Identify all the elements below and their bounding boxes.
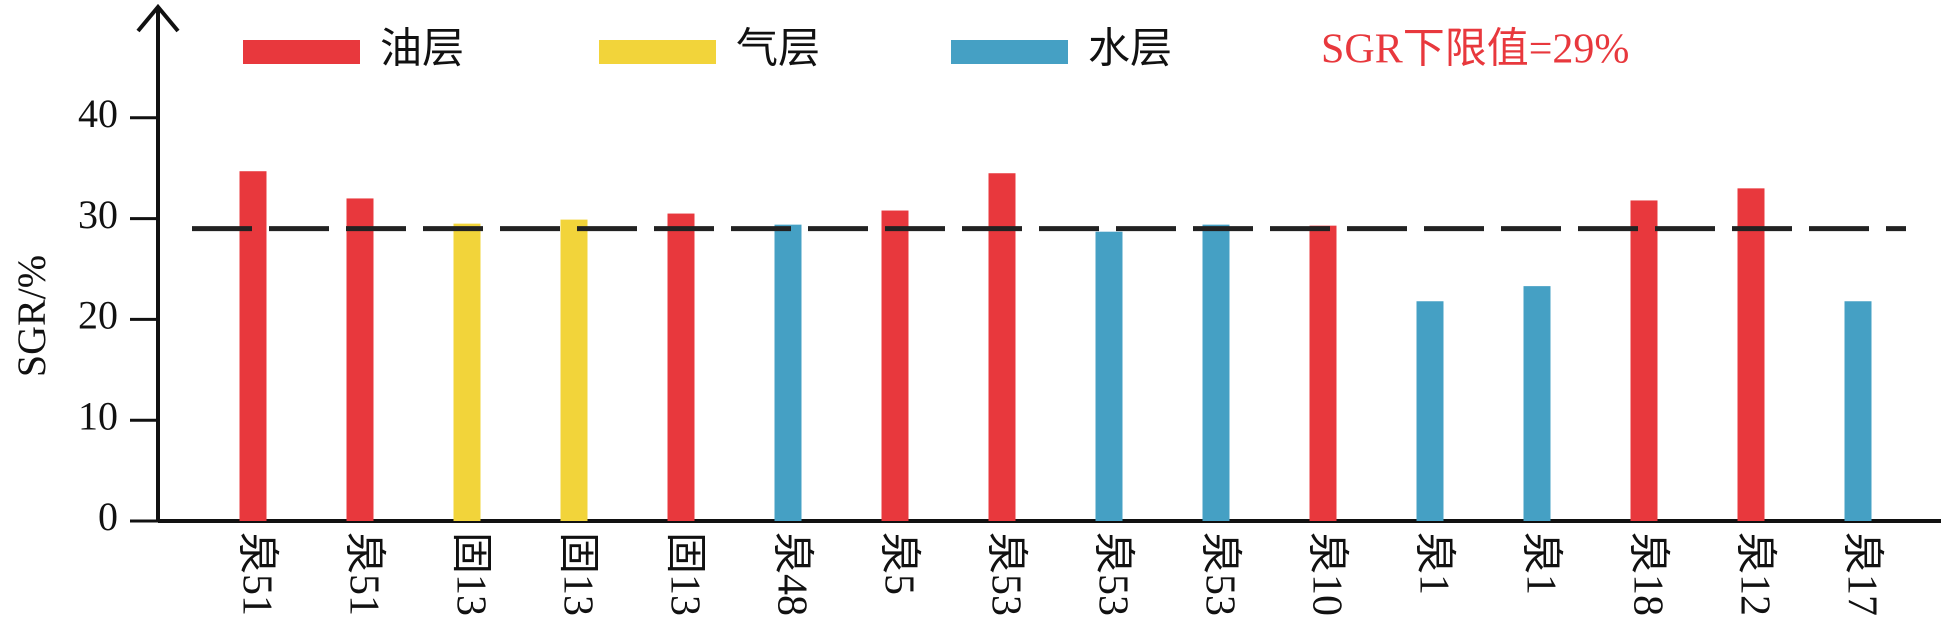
- y-tick-label: 30: [78, 192, 118, 237]
- threshold-label: SGR下限值=29%: [1321, 27, 1629, 73]
- bar: [560, 219, 588, 521]
- x-tick-label: 固13: [661, 532, 707, 616]
- bar: [1095, 231, 1123, 522]
- bar: [1844, 301, 1872, 521]
- bar: [1630, 200, 1658, 521]
- bar: [667, 213, 695, 521]
- y-axis-label: SGR/%: [9, 255, 54, 377]
- bar: [346, 198, 374, 521]
- bar: [1523, 286, 1551, 521]
- x-tick-label: 泉53: [982, 532, 1028, 616]
- x-tick-label: 泉53: [1196, 532, 1242, 616]
- y-tick-label: 20: [78, 293, 118, 338]
- bar: [881, 210, 909, 521]
- bar: [1737, 188, 1765, 522]
- bar: [988, 173, 1016, 522]
- x-tick-label: 泉53: [1089, 532, 1135, 616]
- x-tick-label: 泉10: [1303, 532, 1349, 616]
- bar: [1309, 225, 1337, 521]
- x-tick-label: 泉5: [875, 532, 921, 595]
- x-tick-label: 泉48: [768, 532, 814, 616]
- bar: [239, 171, 267, 521]
- x-tick-label: 泉51: [233, 532, 279, 616]
- x-tick-label: 泉12: [1731, 532, 1777, 616]
- x-tick-label: 泉18: [1624, 532, 1670, 616]
- x-tick-label: 泉51: [340, 532, 386, 616]
- legend-label: 气层: [736, 27, 820, 73]
- x-tick-label: 泉17: [1838, 532, 1884, 616]
- legend-swatch: [243, 40, 360, 64]
- bar: [1202, 224, 1230, 521]
- y-axis-arrow: [136, 3, 180, 33]
- x-tick-label: 泉1: [1410, 532, 1456, 595]
- legend-label: 水层: [1088, 27, 1172, 73]
- legend-swatch: [951, 40, 1068, 64]
- bar: [774, 224, 802, 521]
- legend-swatch: [599, 40, 716, 64]
- bar: [453, 223, 481, 521]
- bar: [1416, 301, 1444, 521]
- x-tick-label: 泉1: [1517, 532, 1563, 595]
- y-tick-label: 40: [78, 91, 118, 136]
- x-tick-label: 固13: [554, 532, 600, 616]
- y-tick-label: 0: [98, 494, 118, 539]
- legend-label: 油层: [380, 27, 464, 73]
- y-tick-label: 10: [78, 393, 118, 438]
- x-tick-label: 固13: [447, 532, 493, 616]
